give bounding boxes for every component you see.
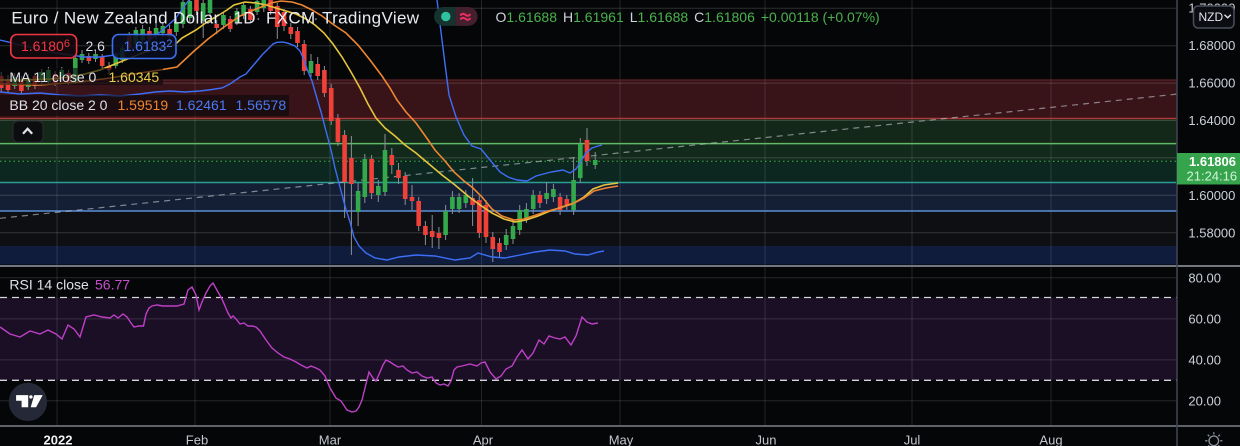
svg-text:Mar: Mar: [319, 433, 342, 446]
svg-text:NZD: NZD: [1199, 10, 1224, 24]
svg-text:Jul: Jul: [904, 433, 921, 446]
svg-text:MA 11 close 01.60345: MA 11 close 0 1.60345: [9, 69, 159, 85]
svg-text:60.00: 60.00: [1188, 312, 1221, 327]
svg-text:1.58000: 1.58000: [1188, 225, 1235, 240]
svg-text:21:24:16: 21:24:16: [1187, 169, 1238, 184]
svg-text:May: May: [609, 433, 634, 446]
svg-text:1.61806: 1.61806: [1189, 154, 1236, 169]
svg-text:Apr: Apr: [473, 433, 494, 446]
svg-text:2.6: 2.6: [86, 38, 106, 54]
svg-text:40.00: 40.00: [1188, 353, 1221, 368]
svg-text:Jun: Jun: [756, 433, 777, 446]
svg-text:Aug: Aug: [1039, 433, 1062, 446]
svg-text:1.61806: 1.61806: [21, 38, 70, 54]
svg-text:1.66000: 1.66000: [1188, 76, 1235, 91]
svg-text:2022: 2022: [44, 433, 73, 446]
svg-text:1.61832: 1.61832: [124, 38, 173, 54]
svg-text:1.60000: 1.60000: [1188, 188, 1235, 203]
svg-text:20.00: 20.00: [1188, 393, 1221, 408]
svg-text:1.68000: 1.68000: [1188, 38, 1235, 53]
svg-text:Feb: Feb: [186, 433, 208, 446]
svg-text:80.00: 80.00: [1188, 270, 1221, 285]
svg-text:1.64000: 1.64000: [1188, 113, 1235, 128]
svg-text:Euro / New Zealand Dollar·1D·F: Euro / New Zealand Dollar · 1D· FXCM· Tradin…: [11, 9, 419, 28]
